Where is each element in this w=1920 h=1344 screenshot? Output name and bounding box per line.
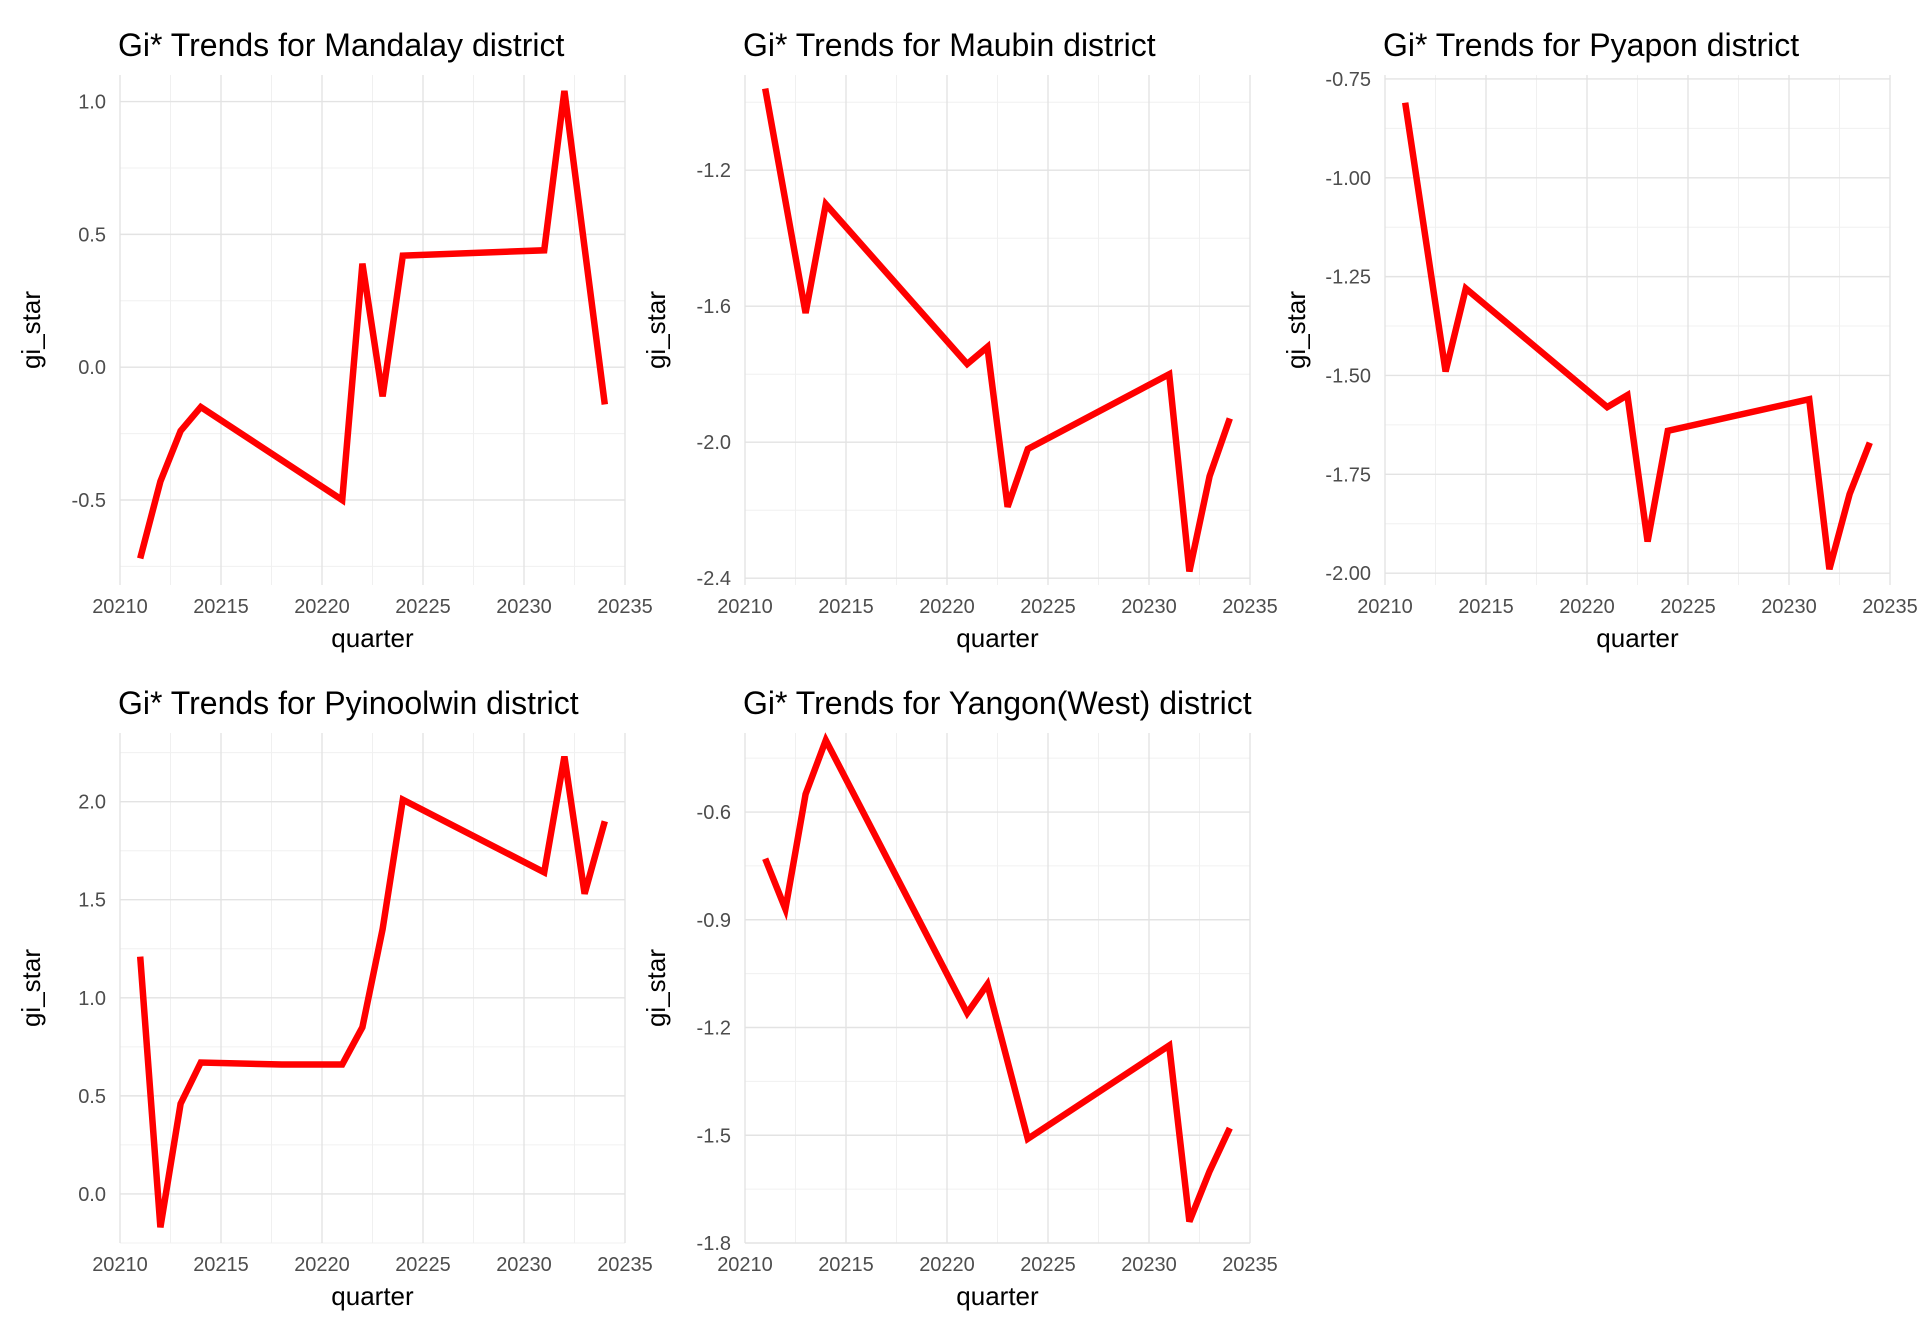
x-tick-label: 20225 bbox=[1660, 596, 1716, 618]
series-line bbox=[137, 90, 609, 560]
y-tick-label: -2.4 bbox=[697, 568, 731, 590]
x-axis-label: quarter bbox=[956, 623, 1039, 653]
y-tick-label: -2.00 bbox=[1325, 563, 1371, 585]
y-tick-label: -0.5 bbox=[72, 490, 106, 512]
y-tick-label: -0.9 bbox=[697, 910, 731, 932]
y-tick-label: 0.0 bbox=[78, 357, 106, 379]
x-tick-label: 20225 bbox=[1020, 596, 1076, 618]
x-tick-label: 20210 bbox=[717, 596, 773, 618]
x-tick-label: 20235 bbox=[1862, 596, 1918, 618]
x-axis-label: quarter bbox=[331, 623, 414, 653]
x-tick-label: 20210 bbox=[1357, 596, 1413, 618]
x-tick-label: 20210 bbox=[92, 596, 148, 618]
y-tick-label: -0.6 bbox=[697, 802, 731, 824]
x-tick-label: 20235 bbox=[597, 1254, 653, 1276]
x-tick-label: 20215 bbox=[818, 596, 874, 618]
chart-panel-3: 20210 20215 20220 20225 20230 20235 -2.00 -1.75… bbox=[1281, 27, 1918, 653]
chart-panel-2: 20210 20215 20220 20225 20230 20235 -2.4 -2.0 -1… bbox=[641, 27, 1278, 653]
x-tick-label: 20220 bbox=[294, 1254, 350, 1276]
y-axis-label: gi_star bbox=[16, 291, 46, 369]
y-tick-label: -1.75 bbox=[1325, 464, 1371, 486]
x-tick-label: 20210 bbox=[92, 1254, 148, 1276]
x-tick-label: 20230 bbox=[1761, 596, 1817, 618]
x-axis-label: quarter bbox=[331, 1281, 414, 1311]
y-tick-label: 0.5 bbox=[78, 1086, 106, 1108]
x-tick-label: 20230 bbox=[1121, 596, 1177, 618]
y-tick-label: -1.2 bbox=[697, 160, 731, 182]
x-axis-label: quarter bbox=[1596, 623, 1679, 653]
x-tick-label: 20215 bbox=[193, 1254, 249, 1276]
y-axis-label: gi_star bbox=[641, 949, 671, 1027]
x-tick-label: 20235 bbox=[1222, 1254, 1278, 1276]
x-tick-label: 20220 bbox=[919, 1254, 975, 1276]
x-tick-label: 20230 bbox=[496, 596, 552, 618]
chart-title: Gi* Trends for Mandalay district bbox=[118, 27, 565, 63]
x-tick-label: 20225 bbox=[395, 596, 451, 618]
y-tick-label: 0.0 bbox=[78, 1184, 106, 1206]
y-tick-label: -1.2 bbox=[697, 1018, 731, 1040]
y-tick-label: 1.0 bbox=[78, 988, 106, 1010]
x-tick-label: 20220 bbox=[1559, 596, 1615, 618]
series-line bbox=[762, 88, 1233, 573]
chart-panel-4: 20210 20215 20220 20225 20230 20235 0.0 0.5 1.0 1… bbox=[16, 685, 653, 1311]
y-axis-label: gi_star bbox=[641, 291, 671, 369]
y-tick-label: 2.0 bbox=[78, 792, 106, 814]
y-tick-label: -1.8 bbox=[697, 1233, 731, 1255]
x-tick-label: 20235 bbox=[1222, 596, 1278, 618]
chart-title: Gi* Trends for Maubin district bbox=[743, 27, 1156, 63]
y-tick-label: 1.0 bbox=[78, 92, 106, 114]
y-tick-label: -1.25 bbox=[1325, 267, 1371, 289]
series-line bbox=[1401, 102, 1873, 571]
chart-panel-1: 20210 20215 20220 20225 20230 20235 -0.5 0.0 0.5… bbox=[16, 27, 653, 653]
y-tick-label: 1.5 bbox=[78, 890, 106, 912]
chart-title: Gi* Trends for Pyapon district bbox=[1383, 27, 1799, 63]
x-tick-label: 20210 bbox=[717, 1254, 773, 1276]
series-line bbox=[136, 755, 608, 1228]
y-axis-label: gi_star bbox=[16, 949, 46, 1027]
x-tick-label: 20225 bbox=[1020, 1254, 1076, 1276]
y-tick-label: -0.75 bbox=[1325, 69, 1371, 91]
y-tick-label: -1.00 bbox=[1325, 168, 1371, 190]
series-line bbox=[762, 732, 1233, 1223]
x-tick-label: 20215 bbox=[1458, 596, 1514, 618]
chart-title: Gi* Trends for Yangon(West) district bbox=[743, 685, 1252, 721]
y-tick-label: -1.5 bbox=[697, 1125, 731, 1147]
x-axis-label: quarter bbox=[956, 1281, 1039, 1311]
x-tick-label: 20220 bbox=[294, 596, 350, 618]
x-tick-label: 20235 bbox=[597, 596, 653, 618]
y-tick-label: -1.50 bbox=[1325, 365, 1371, 387]
y-tick-label: 0.5 bbox=[78, 224, 106, 246]
y-axis-label: gi_star bbox=[1281, 291, 1311, 369]
x-tick-label: 20215 bbox=[818, 1254, 874, 1276]
x-tick-label: 20230 bbox=[496, 1254, 552, 1276]
x-tick-label: 20220 bbox=[919, 596, 975, 618]
y-tick-label: -1.6 bbox=[697, 296, 731, 318]
y-tick-label: -2.0 bbox=[697, 432, 731, 454]
x-tick-label: 20215 bbox=[193, 596, 249, 618]
x-tick-label: 20225 bbox=[395, 1254, 451, 1276]
chart-panel-5: 20210 20215 20220 20225 20230 20235 -1.8 -1.5 -1… bbox=[641, 685, 1278, 1311]
x-tick-label: 20230 bbox=[1121, 1254, 1177, 1276]
chart-title: Gi* Trends for Pyinoolwin district bbox=[118, 685, 579, 721]
